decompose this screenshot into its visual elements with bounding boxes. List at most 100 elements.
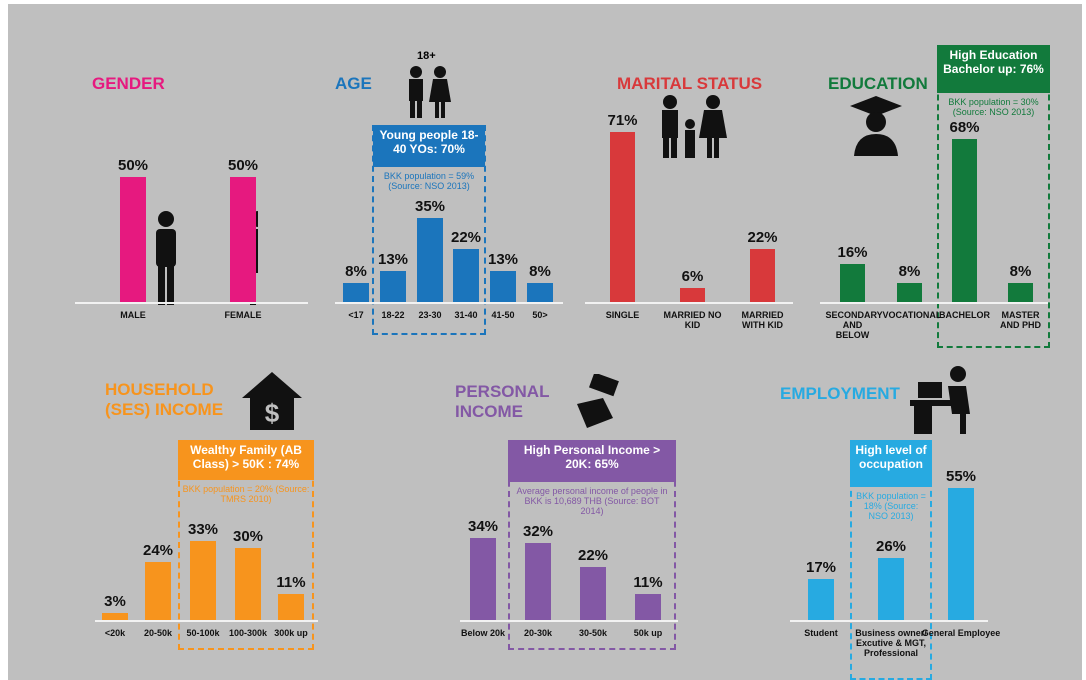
value-label: 16%: [837, 243, 868, 261]
value-label: 34%: [467, 518, 499, 536]
value-label: 68%: [949, 118, 980, 136]
value-label: 8%: [529, 262, 551, 280]
bar: [145, 562, 171, 620]
baseline: [790, 620, 988, 622]
value-label: 8%: [345, 262, 367, 280]
value-label: 11%: [276, 573, 306, 591]
category-label: MALE: [120, 310, 146, 320]
bar: [808, 579, 834, 620]
category-label: Below 20k: [460, 628, 506, 638]
value-label: 24%: [142, 542, 174, 560]
category-label: 50-100k: [186, 628, 220, 638]
category-label: <20k: [104, 628, 126, 638]
callout-note: Average personal income of people in BKK…: [516, 486, 668, 516]
value-label: 55%: [945, 468, 977, 485]
category-label: 31-40: [454, 310, 478, 320]
value-label: 32%: [522, 523, 554, 541]
bar: [230, 177, 256, 302]
graduate-icon: [850, 96, 902, 156]
value-label: 3%: [104, 592, 126, 610]
icon-label: 18+: [417, 50, 436, 62]
bar: [948, 488, 974, 620]
baseline: [75, 302, 308, 304]
category-label: 30-50k: [578, 628, 608, 638]
category-label: FEMALE: [224, 310, 262, 320]
bar: [580, 567, 606, 620]
bar: [490, 270, 516, 302]
bar: [120, 177, 146, 302]
baseline: [95, 620, 318, 622]
infographic: $ GENDER 50% MALE 50% FEMALE AGE 18+ Young peop…: [8, 4, 1082, 680]
bar: [470, 538, 496, 620]
bar: [527, 282, 553, 302]
value-label: 30%: [232, 528, 264, 545]
callout-note: BKK population = 30% (Source: NSO 2013): [948, 97, 1039, 117]
house-icon: $: [242, 372, 302, 430]
category-label: 41-50: [491, 310, 515, 320]
category-label: MASTER AND PHD: [999, 310, 1041, 330]
bar: [278, 593, 304, 620]
bar: [235, 548, 261, 620]
svg-text:$: $: [265, 398, 280, 428]
category-label: General Employee: [921, 628, 1001, 638]
panel-title: HOUSEHOLD (SES) INCOME: [105, 380, 224, 419]
category-label: MARRIED NO KID: [663, 310, 722, 330]
panel-title: EDUCATION: [828, 74, 928, 93]
value-label: 17%: [805, 559, 837, 577]
category-label: SINGLE: [605, 310, 640, 320]
bar: [840, 263, 865, 302]
baseline: [460, 620, 678, 622]
value-label: 22%: [577, 547, 609, 565]
category-label: 20-30k: [523, 628, 553, 638]
callout-note: BKK population = 20% (Source: TMRS 2010): [182, 484, 310, 504]
baseline: [820, 302, 1048, 304]
value-label: 13%: [377, 250, 409, 268]
category-label: VOCATIONAL: [882, 310, 942, 320]
value-label: 22%: [747, 229, 778, 247]
bar: [750, 249, 775, 302]
callout-title: High Personal Income > 20K: 65%: [508, 440, 676, 482]
callout-note: BKK population = 59% (Source: NSO 2013): [383, 171, 475, 191]
category-label: 100-300k: [228, 628, 268, 638]
money-icon: [577, 374, 619, 428]
bar: [343, 282, 369, 302]
office-icon: [910, 366, 970, 434]
value-label: 71%: [607, 111, 638, 129]
value-label: 6%: [681, 267, 704, 285]
bar: [525, 543, 551, 620]
bar: [610, 131, 635, 302]
value-label: 13%: [487, 250, 519, 268]
bar: [380, 270, 406, 302]
value-label: 8%: [898, 262, 921, 280]
bar: [635, 593, 661, 620]
value-label: 33%: [187, 520, 219, 538]
baseline: [335, 302, 563, 304]
category-label: 20-50k: [143, 628, 173, 638]
category-label: 50>: [532, 310, 548, 320]
bar: [417, 218, 443, 302]
family-icon: [662, 95, 727, 158]
callout-title: High level of occupation: [850, 440, 932, 487]
category-label: <17: [348, 310, 364, 320]
baseline: [585, 302, 793, 304]
value-label: 22%: [450, 229, 482, 247]
adult-icon: [409, 66, 451, 118]
value-label: 35%: [414, 198, 446, 215]
category-label: MARRIED WITH KID: [741, 310, 784, 330]
panel-title: GENDER: [92, 74, 165, 93]
callout-title: Wealthy Family (AB Class) > 50K : 74%: [178, 440, 314, 480]
bar: [102, 612, 128, 620]
panel-title: MARITAL STATUS: [617, 74, 763, 93]
bar: [453, 249, 479, 302]
category-label: 50k up: [633, 628, 663, 638]
category-label: BACHELOR: [939, 310, 990, 320]
callout-title: High Education Bachelor up: 76%: [937, 45, 1050, 93]
bar: [680, 287, 705, 302]
category-label: 23-30: [418, 310, 442, 320]
bar: [190, 540, 216, 620]
callout-title: Young people 18-40 YOs: 70%: [373, 125, 485, 167]
bar: [878, 557, 904, 620]
panel-title: EMPLOYMENT: [780, 384, 900, 403]
bar: [897, 282, 922, 302]
bar: [1008, 282, 1033, 302]
